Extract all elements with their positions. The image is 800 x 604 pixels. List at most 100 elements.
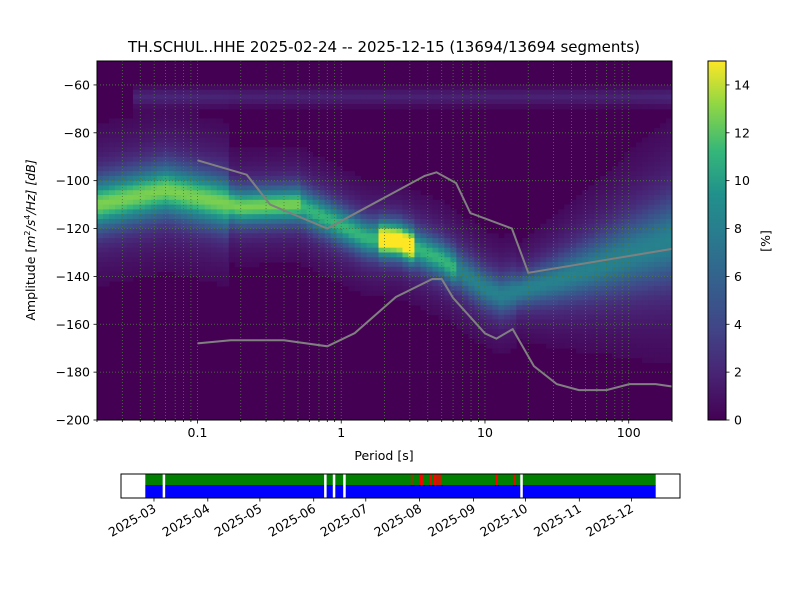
heatmap-cell bbox=[558, 209, 565, 215]
heatmap-cell bbox=[432, 199, 439, 205]
heatmap-cell bbox=[606, 199, 613, 205]
heatmap-cell bbox=[426, 266, 433, 273]
heatmap-cell bbox=[546, 295, 553, 301]
heatmap-cell bbox=[492, 257, 499, 263]
heatmap-cell bbox=[210, 238, 218, 244]
heatmap-cell bbox=[126, 151, 134, 158]
heatmap-cell bbox=[594, 233, 601, 239]
heatmap-cell bbox=[222, 156, 230, 162]
heatmap-cell bbox=[636, 352, 643, 359]
heatmap-cell bbox=[306, 199, 314, 205]
heatmap-cell bbox=[372, 262, 379, 268]
heatmap-cell bbox=[348, 190, 355, 196]
heatmap-cell bbox=[504, 257, 511, 263]
heatmap-cell bbox=[396, 285, 403, 292]
heatmap-cell bbox=[114, 142, 122, 148]
heatmap-cell bbox=[552, 89, 559, 95]
heatmap-cell bbox=[282, 84, 290, 91]
timeline-frame bbox=[120, 473, 681, 499]
heatmap-cell bbox=[174, 252, 182, 258]
heatmap-cell bbox=[114, 132, 122, 138]
heatmap-cell bbox=[198, 257, 206, 263]
heatmap-cell bbox=[468, 266, 475, 273]
heatmap-cell bbox=[144, 118, 152, 124]
heatmap-cell bbox=[612, 228, 619, 234]
heatmap-cell bbox=[396, 242, 403, 249]
heatmap-cell bbox=[234, 199, 242, 205]
heatmap-cell bbox=[162, 247, 170, 253]
heatmap-cell bbox=[636, 161, 643, 167]
heatmap-cell bbox=[648, 295, 655, 301]
heatmap-cell bbox=[534, 305, 541, 311]
heatmap-cell bbox=[492, 84, 499, 91]
heatmap-cell bbox=[576, 290, 583, 296]
heatmap-cell bbox=[108, 262, 116, 268]
heatmap-cell bbox=[252, 204, 260, 210]
heatmap-cell bbox=[576, 333, 583, 340]
heatmap-cell bbox=[558, 104, 565, 110]
heatmap-cell bbox=[612, 242, 619, 249]
heatmap-cell bbox=[282, 228, 290, 234]
heatmap-cell bbox=[180, 99, 188, 105]
heatmap-cell bbox=[426, 89, 433, 95]
heatmap-cell bbox=[330, 252, 337, 258]
heatmap-cell bbox=[132, 228, 140, 234]
heatmap-cell bbox=[234, 156, 242, 162]
heatmap-cell bbox=[642, 84, 649, 91]
heatmap-cell bbox=[186, 175, 194, 182]
heatmap-cell bbox=[240, 161, 248, 167]
heatmap-cell bbox=[600, 300, 607, 306]
heatmap-cell bbox=[312, 223, 320, 229]
heatmap-cell bbox=[498, 89, 505, 95]
heatmap-cell bbox=[102, 233, 110, 239]
heatmap-cell bbox=[654, 199, 661, 205]
heatmap-cell bbox=[648, 228, 655, 234]
heatmap-cell bbox=[546, 247, 553, 253]
heatmap-cell bbox=[588, 281, 595, 287]
heatmap-cell bbox=[522, 305, 529, 311]
heatmap-cell bbox=[252, 190, 260, 196]
heatmap-cell bbox=[318, 271, 325, 277]
heatmap-cell bbox=[138, 123, 146, 129]
heatmap-cell bbox=[666, 228, 673, 234]
heatmap-cell bbox=[258, 252, 266, 258]
heatmap-cell bbox=[270, 99, 278, 105]
heatmap-cell bbox=[666, 271, 673, 277]
heatmap-cell bbox=[300, 175, 308, 182]
heatmap-cell bbox=[348, 209, 355, 215]
heatmap-cell bbox=[510, 238, 517, 244]
heatmap-cell bbox=[258, 171, 266, 177]
heatmap-cell bbox=[144, 223, 152, 229]
heatmap-cell bbox=[282, 175, 290, 182]
heatmap-cell bbox=[474, 228, 481, 234]
heatmap-cell bbox=[234, 147, 242, 153]
heatmap-cell bbox=[312, 228, 320, 234]
heatmap-cell bbox=[330, 89, 337, 95]
heatmap-cell bbox=[462, 242, 469, 249]
heatmap-cell bbox=[660, 209, 667, 215]
heatmap-cell bbox=[642, 271, 649, 277]
heatmap-cell bbox=[576, 233, 583, 239]
heatmap-cell bbox=[108, 142, 116, 148]
heatmap-cell bbox=[210, 156, 218, 162]
heatmap-cell bbox=[318, 257, 325, 263]
heatmap-cell bbox=[222, 218, 230, 225]
heatmap-cell bbox=[504, 271, 511, 277]
heatmap-cell bbox=[606, 190, 613, 196]
heatmap-cell bbox=[594, 214, 601, 220]
heatmap-cell bbox=[126, 137, 134, 143]
heatmap-cell bbox=[204, 238, 212, 244]
heatmap-cell bbox=[540, 262, 547, 268]
heatmap-cell bbox=[438, 238, 445, 244]
heatmap-cell bbox=[318, 171, 325, 177]
heatmap-cell bbox=[480, 271, 487, 277]
heatmap-cell bbox=[636, 276, 643, 282]
x-tick-label: 1 bbox=[337, 425, 345, 440]
heatmap-cell bbox=[360, 195, 367, 201]
heatmap-cell bbox=[264, 175, 272, 182]
heatmap-cell bbox=[546, 238, 553, 244]
heatmap-cell bbox=[234, 99, 242, 105]
heatmap-cell bbox=[456, 257, 463, 263]
heatmap-cell bbox=[144, 233, 152, 239]
heatmap-cell bbox=[306, 175, 314, 182]
